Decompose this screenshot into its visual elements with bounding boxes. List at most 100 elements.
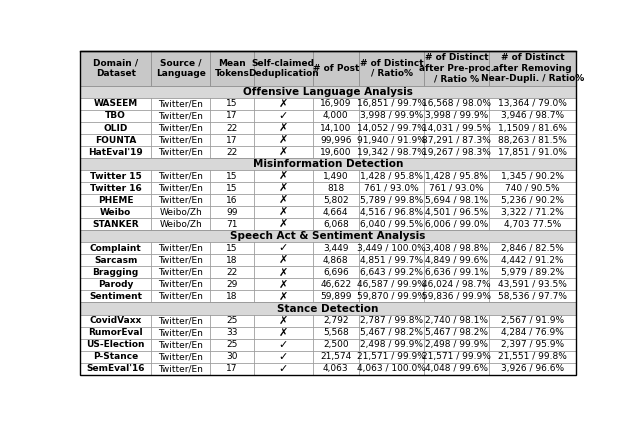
Bar bbox=[253, 98, 312, 110]
Bar bbox=[210, 182, 253, 194]
Text: 3,946 / 98.7%: 3,946 / 98.7% bbox=[501, 112, 564, 120]
Bar bbox=[359, 134, 424, 146]
Bar bbox=[80, 254, 151, 266]
Bar bbox=[151, 266, 210, 278]
Text: 19,267 / 98.3%: 19,267 / 98.3% bbox=[422, 148, 491, 157]
Bar bbox=[489, 266, 576, 278]
Bar bbox=[312, 110, 359, 122]
Bar bbox=[312, 362, 359, 375]
Text: 21,551 / 99.8%: 21,551 / 99.8% bbox=[498, 352, 567, 361]
Bar bbox=[312, 327, 359, 338]
Bar bbox=[312, 351, 359, 362]
Bar bbox=[312, 278, 359, 290]
Bar bbox=[489, 170, 576, 182]
Bar bbox=[253, 110, 312, 122]
Bar bbox=[489, 206, 576, 218]
Bar bbox=[424, 242, 489, 254]
Bar bbox=[80, 182, 151, 194]
Bar bbox=[210, 206, 253, 218]
Bar bbox=[489, 338, 576, 351]
Text: 1,428 / 95.8%: 1,428 / 95.8% bbox=[425, 172, 488, 181]
Text: 25: 25 bbox=[226, 340, 237, 349]
Text: Twitter/En: Twitter/En bbox=[158, 292, 203, 301]
Text: 1,345 / 90.2%: 1,345 / 90.2% bbox=[501, 172, 564, 181]
Bar bbox=[489, 254, 576, 266]
Bar bbox=[151, 51, 210, 86]
Text: 6,696: 6,696 bbox=[323, 268, 349, 277]
Bar bbox=[489, 134, 576, 146]
Text: 1,1509 / 81.6%: 1,1509 / 81.6% bbox=[498, 123, 567, 133]
Text: ✗: ✗ bbox=[278, 171, 288, 181]
Bar bbox=[424, 278, 489, 290]
Bar bbox=[210, 278, 253, 290]
Text: 3,322 / 71.2%: 3,322 / 71.2% bbox=[501, 208, 564, 217]
Bar bbox=[424, 266, 489, 278]
Text: 17,851 / 91.0%: 17,851 / 91.0% bbox=[498, 148, 567, 157]
Bar bbox=[151, 351, 210, 362]
Text: 2,498 / 99.9%: 2,498 / 99.9% bbox=[425, 340, 488, 349]
Text: Speech Act & Sentiment Analysis: Speech Act & Sentiment Analysis bbox=[230, 231, 426, 241]
Text: Parody: Parody bbox=[98, 280, 133, 289]
Bar bbox=[253, 338, 312, 351]
Text: Weibo/Zh: Weibo/Zh bbox=[159, 208, 202, 217]
Bar bbox=[359, 110, 424, 122]
Text: 2,500: 2,500 bbox=[323, 340, 349, 349]
Bar bbox=[210, 110, 253, 122]
Bar bbox=[424, 218, 489, 230]
Bar bbox=[80, 230, 576, 242]
Bar bbox=[151, 134, 210, 146]
Text: 5,467 / 98.2%: 5,467 / 98.2% bbox=[360, 328, 423, 337]
Text: 99,996: 99,996 bbox=[320, 136, 351, 144]
Bar bbox=[312, 242, 359, 254]
Text: Twitter/En: Twitter/En bbox=[158, 340, 203, 349]
Bar bbox=[151, 327, 210, 338]
Bar bbox=[210, 314, 253, 327]
Text: 5,979 / 89.2%: 5,979 / 89.2% bbox=[501, 268, 564, 277]
Text: 19,600: 19,600 bbox=[320, 148, 351, 157]
Text: 22: 22 bbox=[227, 123, 237, 133]
Text: RumorEval: RumorEval bbox=[88, 328, 143, 337]
Bar bbox=[424, 206, 489, 218]
Text: 4,442 / 91.2%: 4,442 / 91.2% bbox=[501, 256, 564, 265]
Text: Twitter/En: Twitter/En bbox=[158, 244, 203, 253]
Text: Twitter/En: Twitter/En bbox=[158, 256, 203, 265]
Text: ✓: ✓ bbox=[278, 364, 288, 374]
Text: 3,926 / 96.6%: 3,926 / 96.6% bbox=[501, 364, 564, 373]
Text: Weibo: Weibo bbox=[100, 208, 131, 217]
Bar bbox=[151, 146, 210, 158]
Text: 818: 818 bbox=[327, 184, 344, 193]
Text: 22: 22 bbox=[227, 148, 237, 157]
Bar bbox=[210, 254, 253, 266]
Text: 16,909: 16,909 bbox=[320, 99, 351, 109]
Text: 4,048 / 99.6%: 4,048 / 99.6% bbox=[425, 364, 488, 373]
Text: 91,940 / 91.9%: 91,940 / 91.9% bbox=[357, 136, 426, 144]
Bar bbox=[253, 362, 312, 375]
Text: STANKER: STANKER bbox=[92, 220, 139, 229]
Text: Complaint: Complaint bbox=[90, 244, 141, 253]
Bar bbox=[151, 218, 210, 230]
Bar bbox=[424, 194, 489, 206]
Bar bbox=[489, 98, 576, 110]
Bar bbox=[253, 170, 312, 182]
Bar bbox=[424, 254, 489, 266]
Bar bbox=[359, 338, 424, 351]
Text: 5,467 / 98.2%: 5,467 / 98.2% bbox=[425, 328, 488, 337]
Text: 22: 22 bbox=[227, 268, 237, 277]
Bar bbox=[80, 327, 151, 338]
Bar bbox=[151, 110, 210, 122]
Bar bbox=[151, 338, 210, 351]
Bar bbox=[80, 338, 151, 351]
Text: Self-claimed
Deduplication: Self-claimed Deduplication bbox=[248, 59, 319, 78]
Text: FOUNTA: FOUNTA bbox=[95, 136, 136, 144]
Text: 21,574: 21,574 bbox=[320, 352, 351, 361]
Text: ✓: ✓ bbox=[278, 340, 288, 349]
Bar bbox=[312, 266, 359, 278]
Text: ✗: ✗ bbox=[278, 195, 288, 205]
Bar bbox=[80, 290, 151, 303]
Bar bbox=[80, 51, 151, 86]
Bar bbox=[151, 290, 210, 303]
Text: 16,568 / 98.0%: 16,568 / 98.0% bbox=[422, 99, 491, 109]
Bar bbox=[253, 146, 312, 158]
Bar bbox=[80, 362, 151, 375]
Bar bbox=[489, 194, 576, 206]
